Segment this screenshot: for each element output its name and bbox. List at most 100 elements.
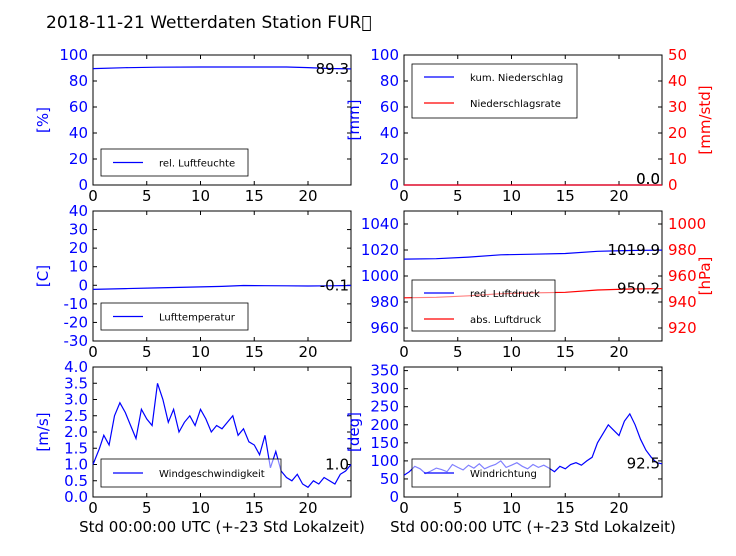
p4-series-1-line [403,249,663,260]
p3-xtick-label: 10 [191,343,210,361]
p2-ytick-label: 100 [370,46,399,64]
p2-panel [403,54,663,186]
p4-value-label: 1019.9 [608,241,661,259]
p1-ytick-label: 100 [59,46,88,64]
p3-ytick-label: 0 [78,276,88,294]
p5-xtick-label: 15 [245,499,264,517]
p6-ytick-label: 350 [370,362,399,380]
p4-ytick-label: 1020 [361,241,399,259]
p5-ytick-label: 2.5 [64,407,88,425]
p2-ylabel: [mm] [345,100,363,141]
p3-ytick-label: 40 [69,202,88,220]
p2-ytick-label: 20 [380,150,399,168]
p6-ytick-label: 200 [370,416,399,434]
p2-y2tick-label: 10 [668,150,687,168]
p6-legend [411,458,551,488]
p3-xtick-label: 15 [245,343,264,361]
p4-y2label: [hPa] [696,257,714,296]
p2-y2tick-label: 0 [668,176,678,194]
p3-legend-entry: Lufttemperatur [159,313,236,324]
p2-legend [411,63,578,119]
page-title: 2018-11-21 Wetterdaten Station FUR  [46,13,372,33]
p1-panel [92,54,352,186]
p5-xlabel: Std 00:00:00 UTC (+-23 Std Lokalzeit) [79,518,365,536]
p3-series-1-line [92,284,352,290]
p2-ytick-label: 40 [380,124,399,142]
p6-ylabel: [deg] [345,412,363,452]
p5-value-label: 1.0 [325,456,349,474]
p5-ytick-label: 0.0 [64,488,88,506]
p6-xlabel: Std 00:00:00 UTC (+-23 Std Lokalzeit) [390,518,676,536]
p4-ytick-label: 960 [370,319,399,337]
p2-y2label: [mm/std] [696,85,714,154]
p6-panel [403,366,663,498]
p6-legend-entry: Windrichtung [470,469,537,480]
p5-legend [100,458,282,488]
p5-ytick-label: 2.0 [64,423,88,441]
p1-legend-entry: rel. Luftfeuchte [159,159,235,170]
p5-ytick-label: 3.0 [64,391,88,409]
p2-legend-entry: kum. Niederschlag [470,73,563,84]
p2-value-label: 0.0 [636,170,660,188]
p3-ytick-label: 10 [69,258,88,276]
p4-xtick-label: 15 [556,343,575,361]
p2-xtick-label: 10 [502,187,521,205]
p6-ytick-label: 50 [380,470,399,488]
p4-y2tick-label: 1000 [668,215,706,233]
p4-xtick-label: 10 [502,343,521,361]
p2-xtick-label: 0 [399,187,409,205]
p3-xtick-label: 20 [298,343,317,361]
p5-legend-entry: Windgeschwindigkeit [159,469,265,480]
p2-value-label: 0.0 [636,170,660,188]
p5-xtick-label: 0 [88,499,98,517]
p2-y2tick-label: 20 [668,124,687,142]
p5-ytick-label: 1.5 [64,439,88,457]
p3-xtick-label: 5 [142,343,152,361]
p4-ytick-label: 1040 [361,215,399,233]
p4-value-label: 950.2 [617,280,660,298]
p5-xtick-label: 20 [298,499,317,517]
p1-xtick-label: 0 [88,187,98,205]
p1-ytick-label: 80 [69,72,88,90]
p1-xtick-label: 5 [142,187,152,205]
p4-legend-entry: red. Luftdruck [470,289,540,300]
p4-y2tick-label: 980 [668,241,697,259]
p3-ytick-label: -20 [64,313,89,331]
p6-ytick-label: 250 [370,398,399,416]
p2-ytick-label: 0 [389,176,399,194]
p4-panel [403,210,663,342]
p1-ytick-label: 40 [69,124,88,142]
p2-ytick-label: 60 [380,98,399,116]
p5-ytick-label: 4.0 [64,358,88,376]
p4-legend [411,279,556,332]
p2-y2tick-label: 50 [668,46,687,64]
p4-y2tick-label: 940 [668,293,697,311]
p6-xtick-label: 0 [399,499,409,517]
p2-y2tick-label: 30 [668,98,687,116]
p5-xtick-label: 10 [191,499,210,517]
p5-ytick-label: 1.0 [64,456,88,474]
p1-ytick-label: 0 [78,176,88,194]
p4-ytick-label: 980 [370,293,399,311]
p1-value-label: 89.3 [316,60,349,78]
p4-legend-box [411,279,556,332]
p2-xtick-label: 5 [453,187,463,205]
p3-panel [92,210,352,342]
p4-ytick-label: 1000 [361,267,399,285]
p1-ytick-label: 60 [69,98,88,116]
p6-ytick-label: 300 [370,380,399,398]
p2-xtick-label: 15 [556,187,575,205]
p3-ytick-label: 20 [69,239,88,257]
p3-legend [100,302,249,331]
p2-xtick-label: 20 [609,187,628,205]
p6-xtick-label: 10 [502,499,521,517]
p1-xtick-label: 15 [245,187,264,205]
p2-y2tick-label: 40 [668,72,687,90]
p5-panel [92,366,352,498]
p4-y2tick-label: 920 [668,319,697,337]
p5-series-1-line [92,383,352,489]
p5-ylabel: [m/s] [34,412,52,451]
p4-y2tick-label: 960 [668,267,697,285]
